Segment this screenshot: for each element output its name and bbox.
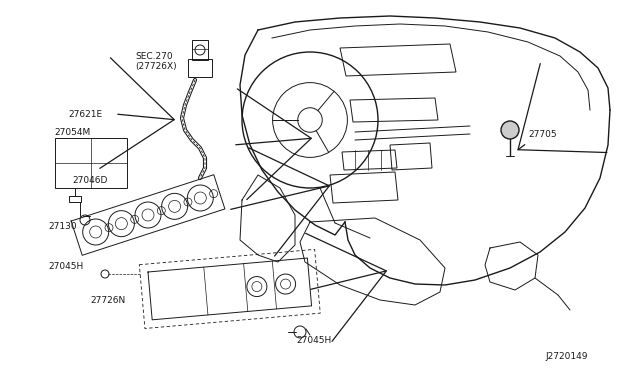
Text: J2720149: J2720149 [545, 352, 588, 361]
Text: 27045H: 27045H [296, 336, 332, 345]
Text: 27130: 27130 [48, 222, 77, 231]
Text: SEC.270: SEC.270 [135, 52, 173, 61]
Bar [69, 196, 81, 202]
Circle shape [501, 121, 519, 139]
Text: 27621E: 27621E [68, 110, 102, 119]
Text: 27705: 27705 [528, 130, 557, 139]
Bar [188, 59, 212, 77]
Text: (27726X): (27726X) [135, 62, 177, 71]
Bar [55, 138, 127, 188]
Text: 27046D: 27046D [72, 176, 108, 185]
Text: 27726N: 27726N [90, 296, 125, 305]
Text: 27054M: 27054M [54, 128, 90, 137]
Text: 27045H: 27045H [48, 262, 83, 271]
Bar [192, 40, 208, 60]
